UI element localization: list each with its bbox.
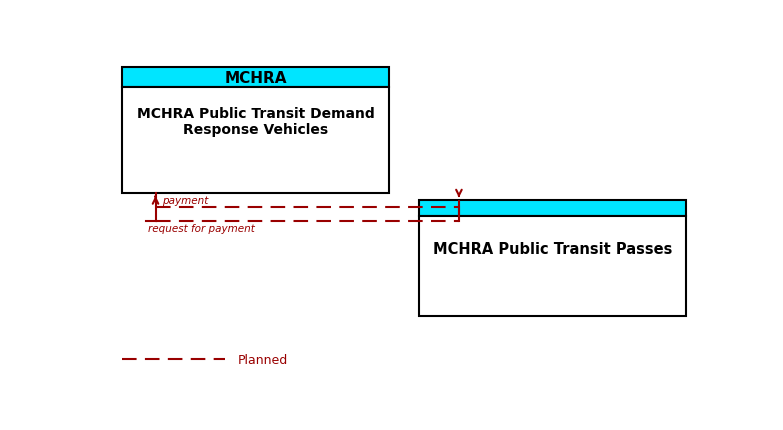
Bar [420, 200, 687, 217]
Bar [122, 68, 389, 88]
Text: MCHRA Public Transit Passes: MCHRA Public Transit Passes [433, 241, 673, 256]
Text: payment: payment [161, 195, 208, 205]
Bar [122, 88, 389, 194]
Text: MCHRA Public Transit Demand
Response Vehicles: MCHRA Public Transit Demand Response Veh… [137, 107, 374, 137]
Bar [420, 217, 687, 316]
Text: Planned: Planned [237, 353, 287, 366]
Text: MCHRA: MCHRA [225, 71, 287, 86]
Text: request for payment: request for payment [148, 224, 254, 234]
